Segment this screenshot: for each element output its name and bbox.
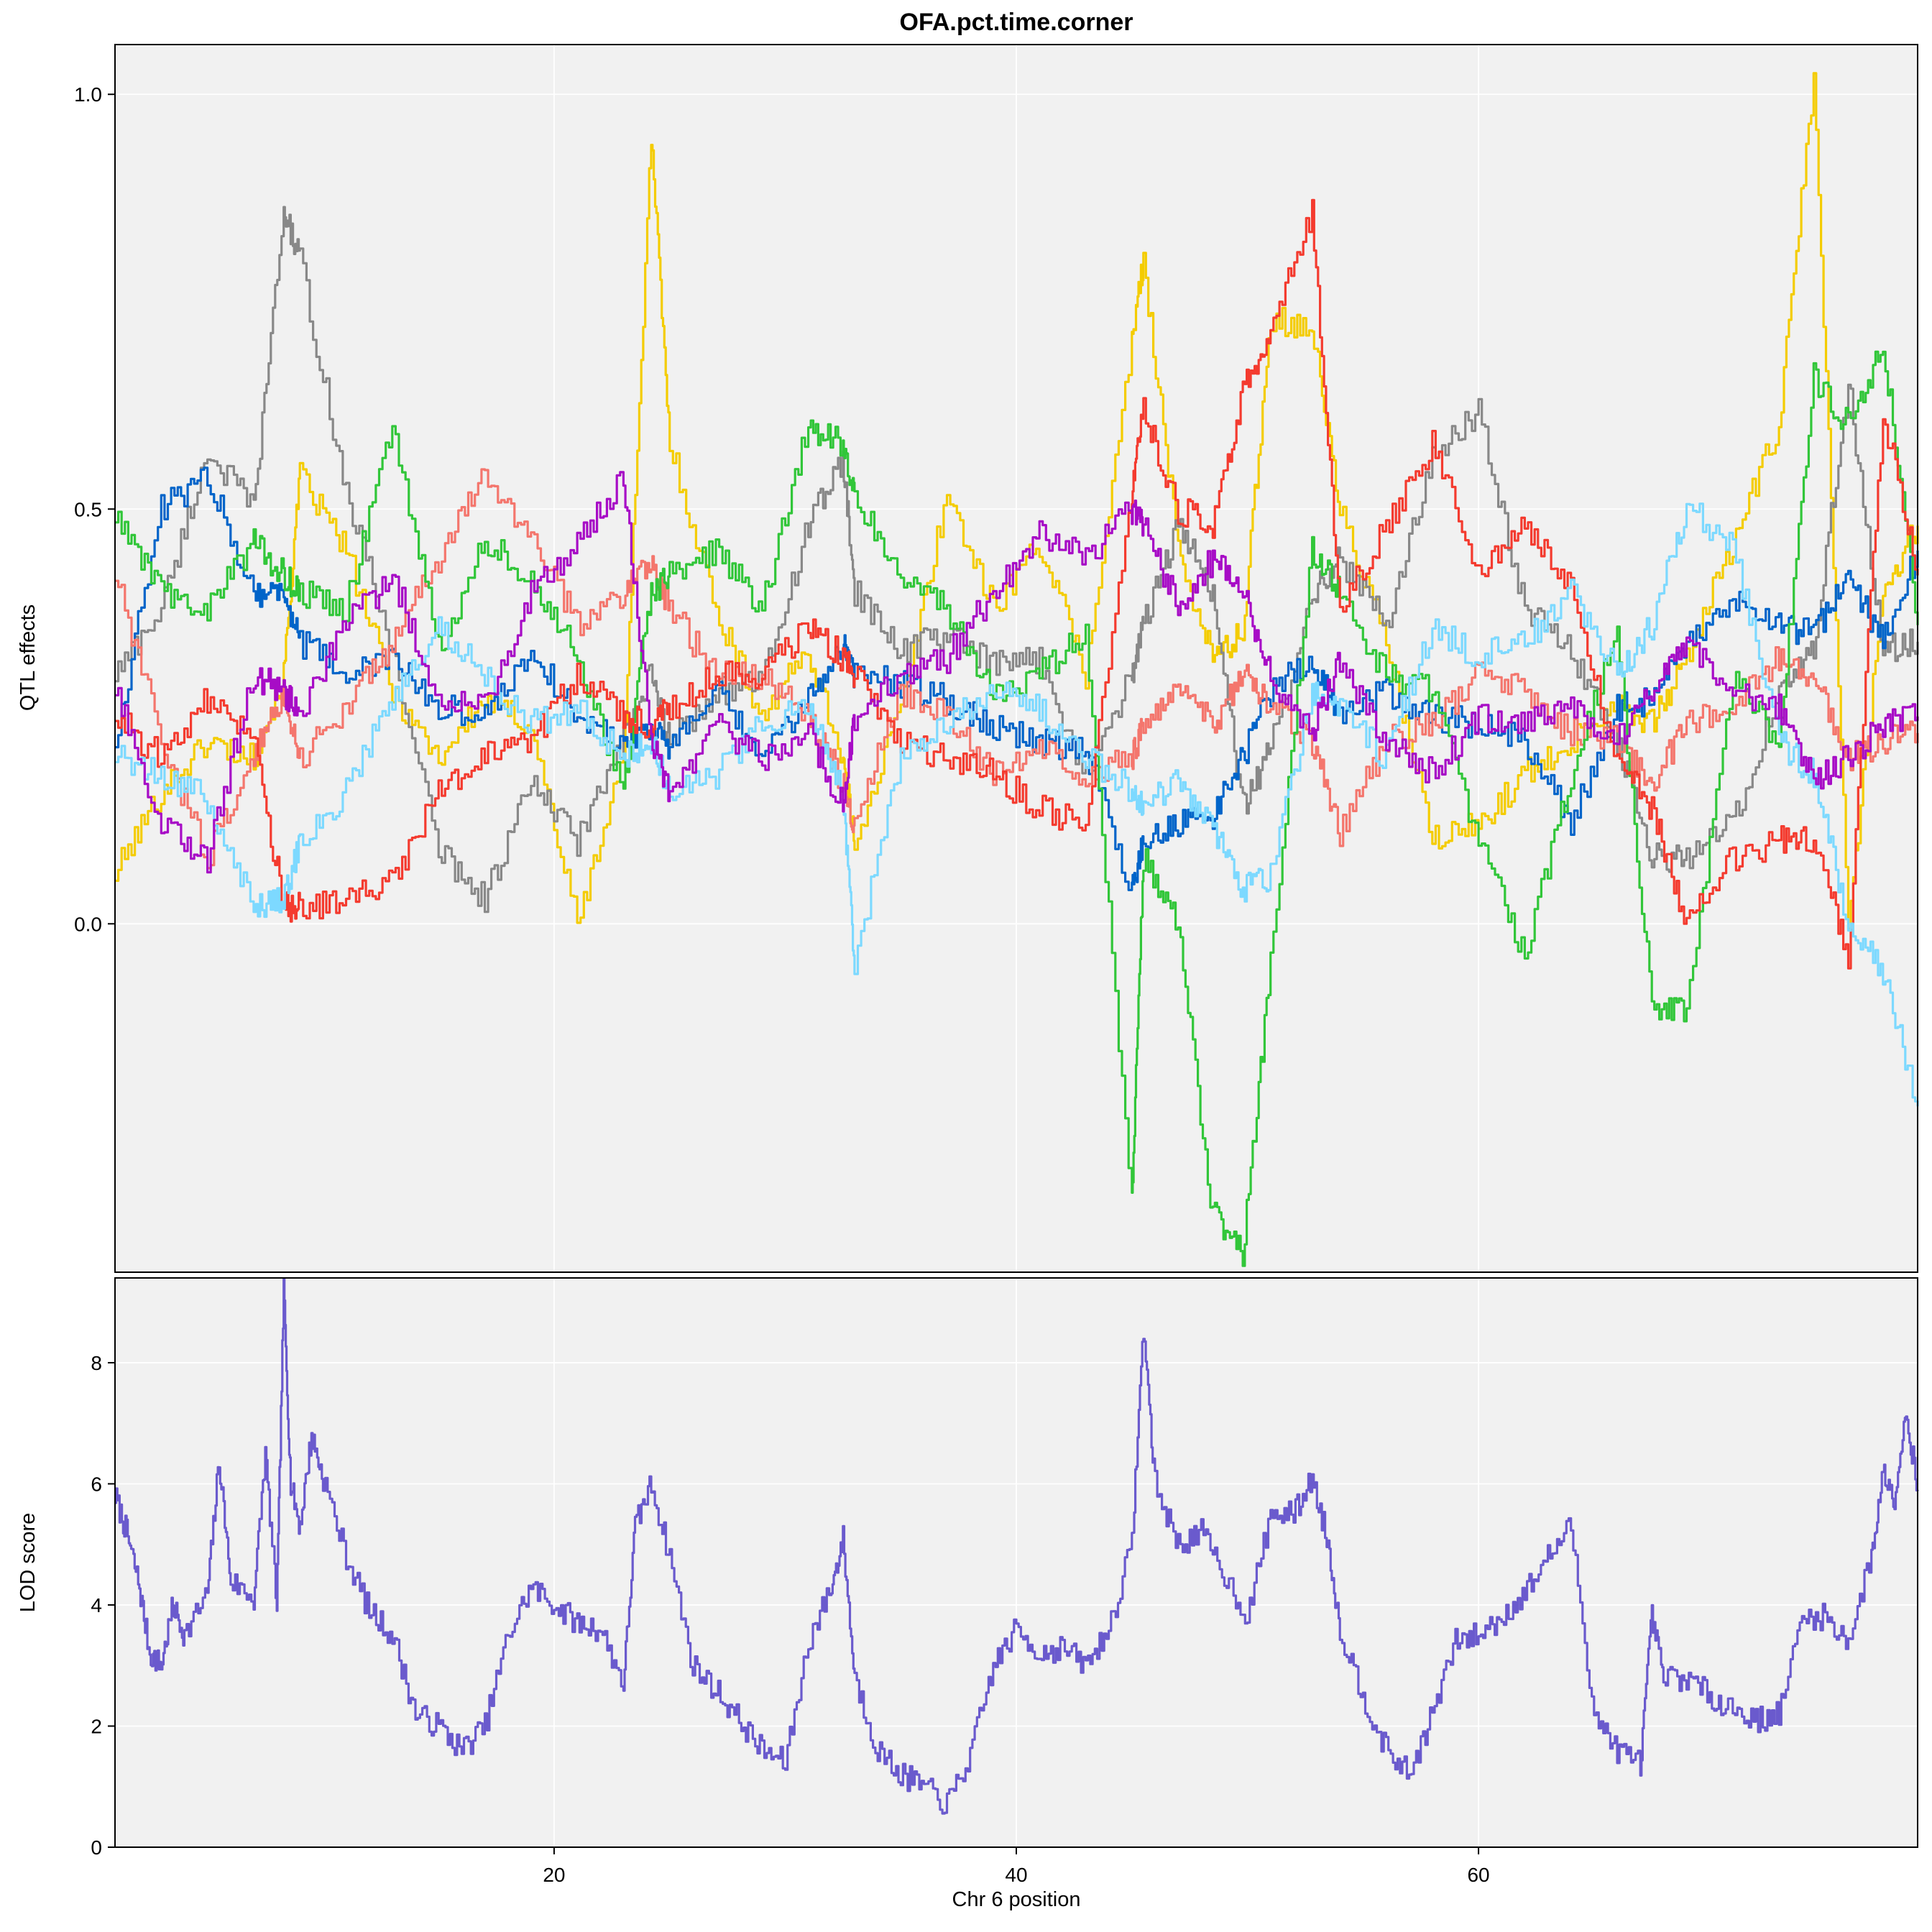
lod-y-axis-label: LOD score xyxy=(17,1513,40,1613)
effects-series-line xyxy=(115,350,1919,1267)
effects-plot-border xyxy=(114,44,1918,1273)
effects-y-ticks: 0.0 0.5 1.0 xyxy=(74,83,115,935)
x-tick-label: 60 xyxy=(1467,1864,1489,1886)
lod-series-group xyxy=(115,1277,1919,1815)
lod-y-tick-label: 6 xyxy=(91,1473,102,1495)
lod-y-tick-label: 0 xyxy=(91,1836,102,1859)
lod-y-tick-label: 2 xyxy=(91,1715,102,1737)
x-axis-label: Chr 6 position xyxy=(952,1888,1081,1911)
lod-series-line xyxy=(115,1277,1919,1815)
lod-panel: 0 2 4 6 8 20 40 60 LOD score Chr 6 position xyxy=(17,1277,1919,1911)
effects-y-tick-label: 0.5 xyxy=(74,498,102,520)
effects-y-tick-label: 0.0 xyxy=(74,913,102,935)
effects-series-group xyxy=(115,72,1919,1267)
effects-series-line xyxy=(115,466,1919,891)
effects-series-line xyxy=(115,471,1919,874)
lod-x-ticks: 20 40 60 xyxy=(543,1847,1490,1886)
lod-y-tick-label: 8 xyxy=(91,1352,102,1374)
lod-y-ticks: 0 2 4 6 8 xyxy=(91,1352,115,1859)
effects-panel: 0.0 0.5 1.0 QTL effects xyxy=(17,44,1919,1273)
x-tick-label: 40 xyxy=(1005,1864,1027,1886)
effects-series-line xyxy=(115,502,1919,1107)
effects-y-tick-label: 1.0 xyxy=(74,83,102,106)
effects-gridlines xyxy=(115,45,1918,1272)
effects-series-line xyxy=(115,72,1919,930)
effects-series-line xyxy=(115,198,1919,970)
effects-y-axis-label: QTL effects xyxy=(17,604,40,711)
chart-title: OFA.pct.time.corner xyxy=(900,9,1133,36)
lod-y-tick-label: 4 xyxy=(91,1594,102,1616)
x-tick-label: 20 xyxy=(543,1864,565,1886)
